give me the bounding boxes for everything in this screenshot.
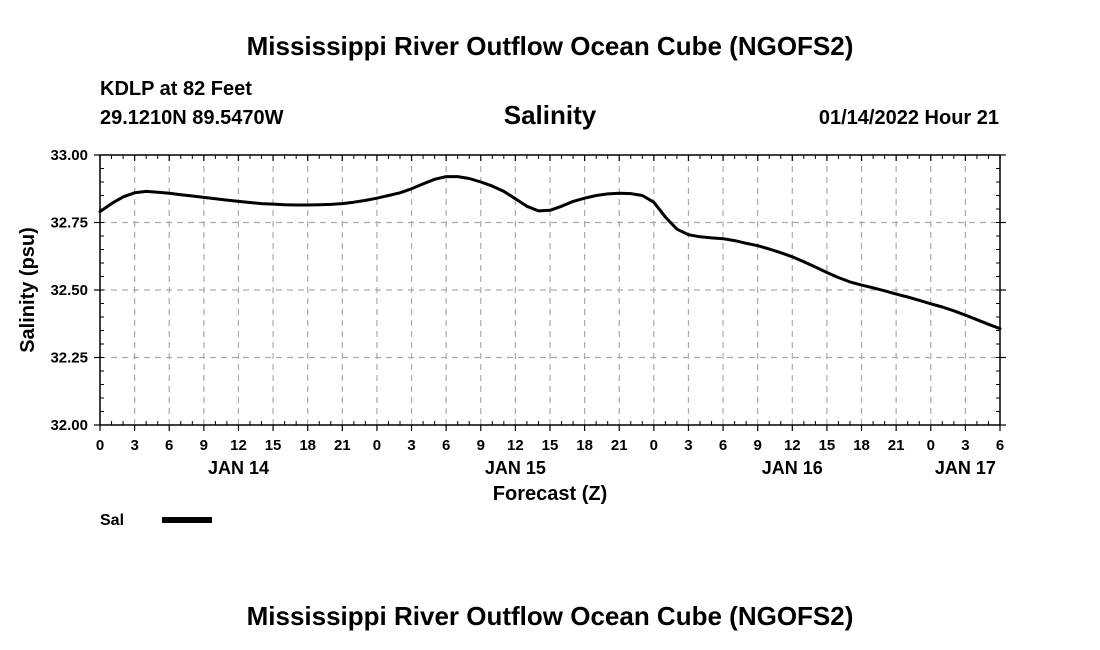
day-label: JAN 15 bbox=[485, 458, 546, 478]
x-tick-label: 0 bbox=[373, 437, 381, 454]
day-label: JAN 16 bbox=[762, 458, 823, 478]
x-tick-label: 3 bbox=[961, 437, 969, 454]
x-tick-label: 21 bbox=[334, 437, 351, 454]
day-labels: JAN 14 JAN 15 JAN 16 JAN 17 bbox=[208, 458, 996, 478]
x-tick-label: 18 bbox=[299, 437, 316, 454]
day-label: JAN 14 bbox=[208, 458, 269, 478]
series-line-sal bbox=[98, 175, 1002, 331]
x-tick-label: 21 bbox=[611, 437, 628, 454]
x-tick-label: 18 bbox=[576, 437, 593, 454]
x-tick-label: 0 bbox=[650, 437, 658, 454]
chart-title: Mississippi River Outflow Ocean Cube (NG… bbox=[247, 31, 854, 61]
legend: Sal bbox=[100, 512, 212, 529]
x-tick-label: 3 bbox=[684, 437, 692, 454]
x-tick-label: 18 bbox=[853, 437, 870, 454]
y-tick-label: 32.75 bbox=[50, 215, 88, 232]
x-axis-label: Forecast (Z) bbox=[493, 483, 607, 505]
plot-subtitle: Salinity bbox=[504, 100, 597, 130]
coordinates-label: 29.1210N 89.5470W bbox=[100, 107, 284, 129]
y-tick-label: 33.00 bbox=[50, 147, 88, 164]
footer-title: Mississippi River Outflow Ocean Cube (NG… bbox=[247, 601, 854, 631]
x-tick-label: 3 bbox=[407, 437, 415, 454]
y-tick-label: 32.50 bbox=[50, 282, 88, 299]
station-label: KDLP at 82 Feet bbox=[100, 78, 252, 100]
y-tick-labels: 32.00 32.25 32.50 32.75 33.00 bbox=[50, 147, 88, 434]
y-axis-label: Salinity (psu) bbox=[17, 227, 39, 353]
x-tick-labels: 0 3 6 9 12 15 18 21 0 3 6 9 12 15 18 21 0 3 6 9 12 15 18 21 0 3 6 bbox=[96, 437, 1004, 454]
x-tick-label: 9 bbox=[200, 437, 208, 454]
grid bbox=[100, 155, 1000, 425]
x-tick-label: 12 bbox=[507, 437, 524, 454]
x-tick-label: 0 bbox=[927, 437, 935, 454]
x-tick-label: 15 bbox=[819, 437, 836, 454]
y-tick-label: 32.25 bbox=[50, 350, 88, 367]
x-tick-label: 3 bbox=[130, 437, 138, 454]
x-tick-label: 21 bbox=[888, 437, 905, 454]
x-tick-label: 0 bbox=[96, 437, 104, 454]
x-tick-label: 6 bbox=[719, 437, 727, 454]
x-tick-label: 15 bbox=[542, 437, 559, 454]
x-tick-label: 6 bbox=[996, 437, 1004, 454]
x-tick-label: 9 bbox=[477, 437, 485, 454]
y-tick-label: 32.00 bbox=[50, 417, 88, 434]
axis-ticks bbox=[94, 154, 1006, 431]
day-label: JAN 17 bbox=[935, 458, 996, 478]
x-tick-label: 9 bbox=[754, 437, 762, 454]
x-tick-label: 12 bbox=[784, 437, 801, 454]
forecast-date-label: 01/14/2022 Hour 21 bbox=[819, 107, 999, 129]
legend-label-sal: Sal bbox=[100, 512, 124, 529]
x-tick-label: 6 bbox=[442, 437, 450, 454]
x-tick-label: 12 bbox=[230, 437, 247, 454]
x-tick-label: 15 bbox=[265, 437, 282, 454]
x-tick-label: 6 bbox=[165, 437, 173, 454]
